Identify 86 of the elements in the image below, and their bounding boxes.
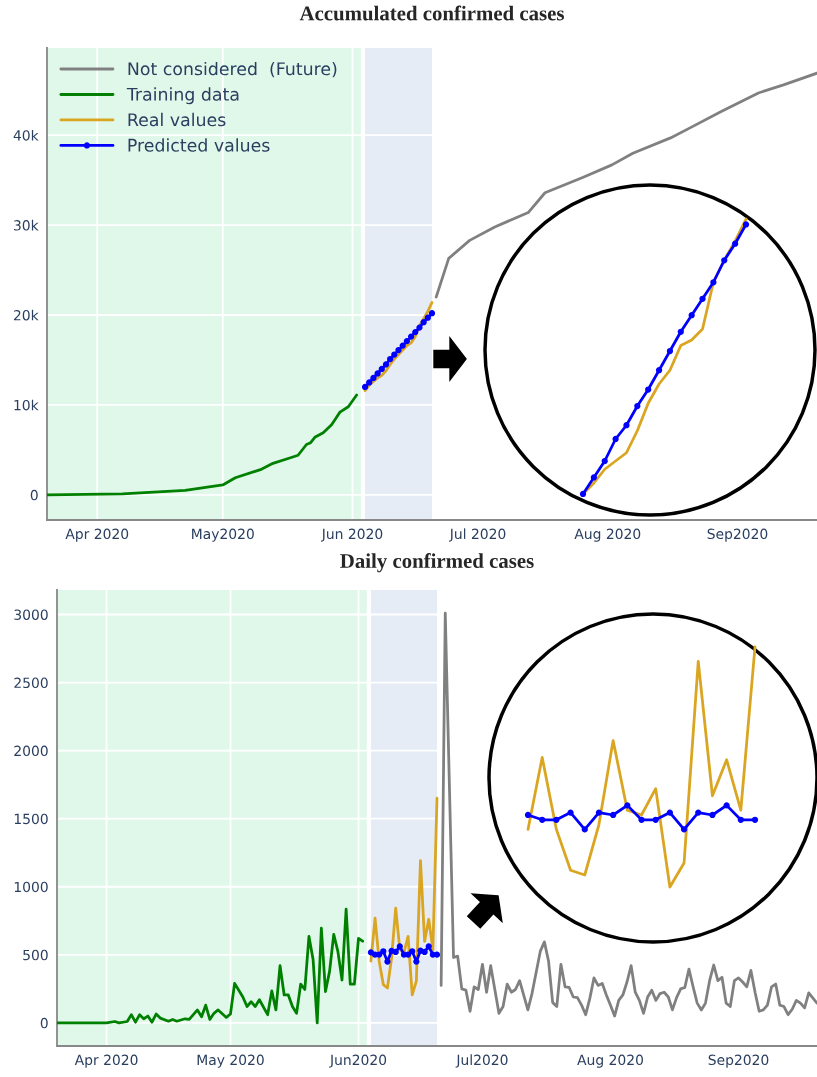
point bbox=[395, 346, 402, 354]
point bbox=[361, 383, 369, 391]
point bbox=[721, 257, 728, 264]
x-tick-label: May 2020 bbox=[197, 1054, 264, 1068]
x-tick-label: Jul2020 bbox=[455, 1054, 508, 1068]
point bbox=[742, 221, 750, 228]
x-tick-label: Apr 2020 bbox=[65, 528, 129, 542]
point bbox=[601, 457, 608, 465]
point bbox=[366, 379, 373, 386]
x-tick-label: Aug 2020 bbox=[577, 1054, 643, 1068]
point bbox=[610, 811, 617, 819]
point bbox=[634, 402, 641, 410]
legend-label: Predicted values bbox=[128, 138, 270, 152]
point bbox=[677, 328, 684, 335]
point bbox=[420, 319, 427, 326]
point bbox=[567, 809, 574, 816]
point bbox=[428, 310, 436, 317]
x-tick-label: Sep2020 bbox=[708, 1054, 769, 1068]
x-tick-label: May2020 bbox=[192, 528, 254, 542]
point bbox=[399, 342, 406, 349]
y-tick-label: 20k bbox=[13, 309, 39, 321]
y-tick-label: 1500 bbox=[14, 813, 48, 825]
x-tick-label: Aug 2020 bbox=[574, 528, 641, 542]
line-series bbox=[47, 393, 359, 497]
x-tick-label: Sep2020 bbox=[707, 528, 768, 542]
y-tick-label: 3000 bbox=[14, 609, 48, 620]
x-tick-label: Jun2020 bbox=[329, 1054, 387, 1068]
point bbox=[737, 816, 744, 823]
point bbox=[524, 811, 532, 819]
point bbox=[655, 367, 663, 374]
point bbox=[666, 809, 673, 816]
point bbox=[391, 351, 398, 358]
point bbox=[424, 314, 431, 321]
point bbox=[623, 422, 630, 429]
point bbox=[382, 361, 390, 368]
point bbox=[590, 474, 597, 481]
y-tick-label: 40k bbox=[13, 129, 39, 141]
chart-title: Accumulated confirmed cases bbox=[299, 5, 564, 21]
point bbox=[370, 374, 377, 382]
point bbox=[751, 816, 759, 823]
point bbox=[407, 333, 415, 340]
point bbox=[638, 816, 645, 823]
point bbox=[595, 809, 603, 816]
point bbox=[539, 816, 546, 823]
line-series bbox=[439, 611, 817, 1018]
y-tick-label: 1000 bbox=[14, 881, 48, 893]
point bbox=[374, 370, 381, 377]
point bbox=[387, 355, 394, 363]
chart-title: Daily confirmed cases bbox=[340, 553, 534, 573]
legend-label: Not considered (Future) bbox=[128, 61, 337, 78]
point bbox=[403, 337, 411, 345]
x-tick-label: Jul 2020 bbox=[449, 528, 506, 542]
y-tick-label: 500 bbox=[23, 949, 48, 961]
legend-label: Real values bbox=[128, 112, 226, 127]
point bbox=[688, 312, 695, 319]
point bbox=[723, 802, 730, 809]
y-tick-label: 30k bbox=[14, 219, 39, 231]
y-tick-label: 2500 bbox=[14, 677, 48, 689]
line-series bbox=[369, 796, 439, 997]
point bbox=[710, 279, 717, 286]
point bbox=[666, 347, 674, 355]
point bbox=[416, 324, 423, 331]
point bbox=[732, 240, 739, 247]
point bbox=[612, 435, 619, 443]
point bbox=[624, 802, 631, 809]
point bbox=[652, 816, 659, 823]
point bbox=[378, 365, 385, 373]
point bbox=[579, 490, 587, 498]
y-tick-label: 2000 bbox=[14, 745, 48, 757]
point bbox=[699, 295, 706, 302]
y-tick-label: 10k bbox=[14, 399, 39, 411]
point bbox=[695, 809, 702, 816]
point bbox=[553, 816, 560, 823]
legend-label: Training data bbox=[126, 87, 239, 105]
x-tick-label: Jun 2020 bbox=[321, 528, 383, 542]
point bbox=[709, 811, 716, 819]
line-series bbox=[363, 301, 434, 392]
x-tick-label: Apr 2020 bbox=[74, 1054, 138, 1068]
point bbox=[680, 826, 688, 833]
y-tick-label: 0 bbox=[40, 1017, 48, 1029]
point bbox=[412, 328, 419, 336]
point bbox=[645, 386, 652, 393]
y-tick-label: 0 bbox=[30, 489, 38, 501]
line-series bbox=[57, 907, 365, 1025]
point bbox=[581, 826, 588, 833]
line-series bbox=[434, 71, 817, 299]
